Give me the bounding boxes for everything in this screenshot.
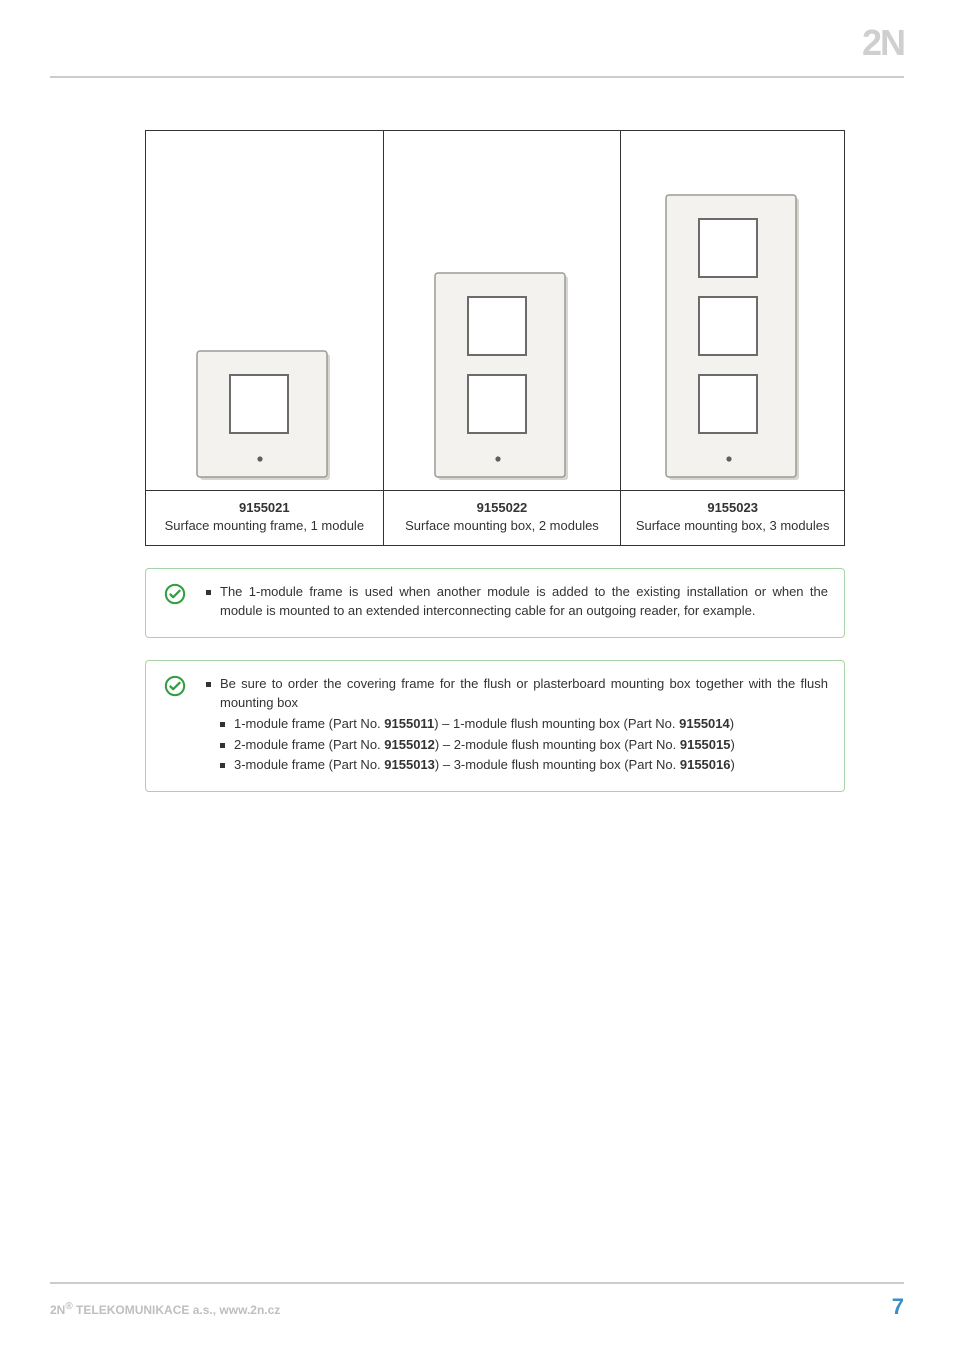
brand-logo: 2N (862, 22, 904, 64)
part-number: 9155021 (239, 500, 290, 515)
product-image-cell (621, 131, 845, 491)
header-rule: 2N (50, 28, 904, 78)
footer-company: 2N® TELEKOMUNIKACE a.s., www.2n.cz (50, 1301, 280, 1317)
tip-subitem: 3-module frame (Part No. 9155013) – 3-mo… (220, 756, 828, 775)
caption-row: 9155021Surface mounting frame, 1 module9… (146, 491, 845, 546)
image-row (146, 131, 845, 491)
check-circle-icon (164, 675, 186, 697)
tip-callout-1: The 1-module frame is used when another … (145, 568, 845, 638)
part-number: 9155022 (477, 500, 528, 515)
page-number: 7 (892, 1294, 904, 1320)
part-desc: Surface mounting box, 3 modules (636, 518, 830, 533)
product-caption-cell: 9155022 Surface mounting box, 2 modules (383, 491, 621, 546)
tip-subitem: 2-module frame (Part No. 9155012) – 2-mo… (220, 736, 828, 755)
product-image-cell (146, 131, 384, 491)
tip-item: Be sure to order the covering frame for … (206, 675, 828, 775)
part-desc: Surface mounting frame, 1 module (165, 518, 364, 533)
page-content: 9155021Surface mounting frame, 1 module9… (145, 130, 845, 792)
page-footer: 2N® TELEKOMUNIKACE a.s., www.2n.cz 7 (50, 1282, 904, 1320)
tip-callout-2: Be sure to order the covering frame for … (145, 660, 845, 792)
product-caption-cell: 9155021 Surface mounting frame, 1 module (146, 491, 384, 546)
part-number: 9155023 (707, 500, 758, 515)
product-caption-cell: 9155023 Surface mounting box, 3 modules (621, 491, 845, 546)
product-image-cell (383, 131, 621, 491)
product-table: 9155021Surface mounting frame, 1 module9… (145, 130, 845, 546)
check-circle-icon (164, 583, 186, 605)
tip-item: The 1-module frame is used when another … (206, 583, 828, 621)
tip-subitem: 1-module frame (Part No. 9155011) – 1-mo… (220, 715, 828, 734)
part-desc: Surface mounting box, 2 modules (405, 518, 599, 533)
